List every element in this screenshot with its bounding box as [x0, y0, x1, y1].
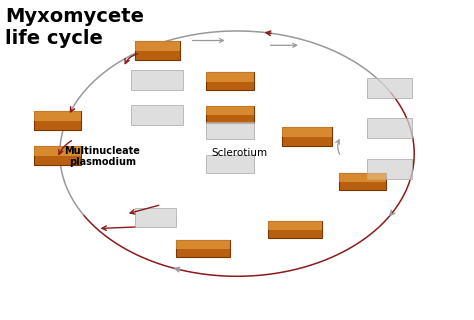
FancyBboxPatch shape: [34, 111, 81, 121]
FancyBboxPatch shape: [282, 127, 331, 137]
FancyBboxPatch shape: [367, 78, 412, 98]
Text: Myxomycete
life cycle: Myxomycete life cycle: [5, 7, 145, 48]
Text: Sclerotium: Sclerotium: [211, 148, 267, 158]
FancyBboxPatch shape: [34, 111, 81, 130]
FancyBboxPatch shape: [206, 106, 254, 123]
FancyBboxPatch shape: [34, 146, 81, 156]
FancyBboxPatch shape: [131, 70, 182, 90]
FancyBboxPatch shape: [136, 208, 175, 227]
FancyBboxPatch shape: [367, 159, 412, 179]
FancyBboxPatch shape: [175, 240, 230, 257]
FancyBboxPatch shape: [367, 118, 412, 138]
FancyBboxPatch shape: [206, 72, 254, 90]
FancyBboxPatch shape: [34, 146, 81, 165]
FancyBboxPatch shape: [268, 220, 322, 238]
FancyBboxPatch shape: [136, 41, 180, 60]
FancyBboxPatch shape: [282, 127, 331, 146]
FancyBboxPatch shape: [338, 173, 386, 190]
Text: Multinucleate
plasmodium: Multinucleate plasmodium: [64, 146, 140, 167]
FancyBboxPatch shape: [136, 41, 180, 51]
FancyBboxPatch shape: [268, 220, 322, 230]
FancyBboxPatch shape: [175, 240, 230, 249]
FancyBboxPatch shape: [206, 106, 254, 116]
FancyBboxPatch shape: [206, 155, 254, 173]
FancyBboxPatch shape: [206, 122, 254, 139]
FancyBboxPatch shape: [338, 173, 386, 182]
FancyBboxPatch shape: [206, 72, 254, 82]
FancyBboxPatch shape: [131, 105, 182, 125]
